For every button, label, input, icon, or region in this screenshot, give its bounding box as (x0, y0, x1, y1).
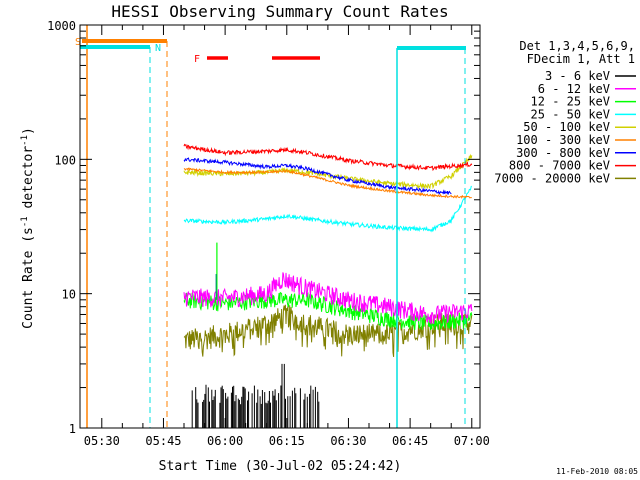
legend-label: 6 - 12 keV (538, 82, 610, 96)
legend-label: 12 - 25 keV (531, 95, 610, 109)
legend-label: 3 - 6 keV (545, 69, 610, 83)
footer-date: 11-Feb-2010 08:05 (556, 467, 638, 476)
x-tick-label: 06:45 (392, 434, 428, 448)
x-tick-label: 07:00 (454, 434, 490, 448)
x-tick-label: 05:45 (145, 434, 181, 448)
legend-label: 50 - 100 keV (523, 120, 610, 134)
legend-label: 100 - 300 keV (516, 133, 610, 147)
y-axis-label: Count Rate (s-1 detector-1) (20, 127, 36, 329)
chart-title: HESSI Observing Summary Count Rates (111, 2, 448, 21)
legend-header-line-2: FDecim 1, Att 1 (527, 52, 635, 66)
legend-label: 7000 - 20000 keV (494, 171, 610, 185)
legend-header-line-1: Det 1,3,4,5,6,9, (519, 39, 635, 53)
flag-label-f: F (194, 54, 200, 65)
x-axis-label: Start Time (30-Jul-02 05:24:42) (159, 459, 402, 474)
series-line-2 (183, 291, 473, 331)
series-line-6 (183, 157, 452, 195)
series-line-1 (183, 272, 473, 325)
x-tick-label: 06:00 (207, 434, 243, 448)
x-tick-label: 05:30 (84, 434, 120, 448)
flag-label-s: S (75, 37, 81, 48)
series-line-8 (183, 304, 473, 357)
plot-frame (79, 24, 481, 429)
legend-label: 800 - 7000 keV (509, 159, 610, 173)
legend-label: 25 - 50 keV (531, 107, 610, 121)
series-line-7 (183, 143, 473, 172)
legend: Det 1,3,4,5,6,9, FDecim 1, Att 1 3 - 6 k… (494, 39, 636, 185)
series-line-5 (183, 167, 472, 199)
y-tick-label: 1000 (47, 19, 76, 33)
x-tick-label: 06:15 (269, 434, 305, 448)
legend-label: 300 - 800 keV (516, 146, 610, 160)
flag-label-n: N (155, 43, 161, 54)
y-tick-label: 1 (69, 422, 76, 436)
series-line-3 (183, 185, 472, 233)
y-tick-label: 10 (62, 288, 76, 302)
y-tick-label: 100 (54, 153, 76, 167)
x-tick-label: 06:30 (330, 434, 366, 448)
